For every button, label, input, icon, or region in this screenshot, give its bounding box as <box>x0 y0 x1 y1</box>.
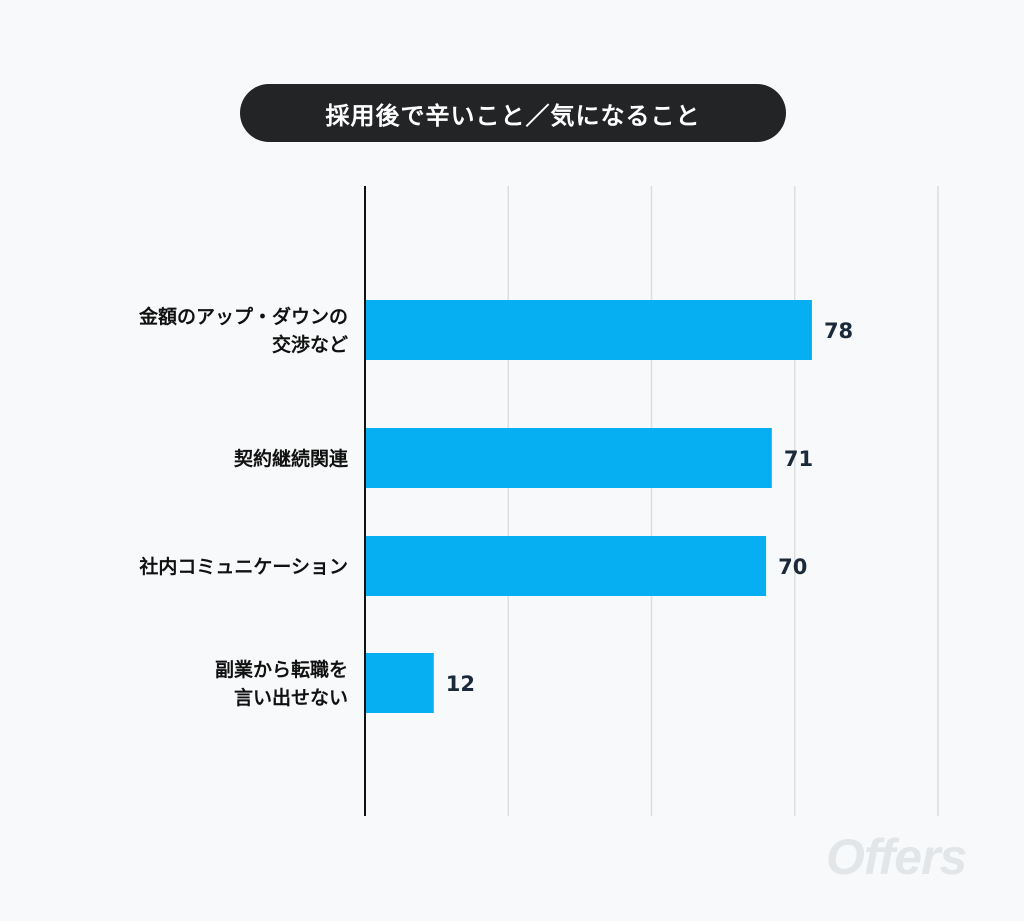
bar-3 <box>365 653 434 713</box>
category-label-3-1: 言い出せない <box>234 686 348 709</box>
bars <box>365 300 812 713</box>
gridlines <box>507 186 939 816</box>
category-labels: 金額のアップ・ダウンの交渉など契約継続関連社内コミュニケーション副業から転職を言… <box>138 305 349 709</box>
category-label-3-0: 副業から転職を <box>215 658 348 681</box>
category-label-2-0: 社内コミュニケーション <box>138 555 348 578</box>
bar-1 <box>365 428 772 488</box>
value-label-1: 71 <box>784 447 813 471</box>
category-label-1-0: 契約継続関連 <box>233 447 349 470</box>
bar-2 <box>365 536 767 596</box>
value-label-3: 12 <box>446 672 475 696</box>
category-label-0-1: 交渉など <box>272 333 348 356</box>
offers-logo: Offers <box>826 829 967 885</box>
value-label-0: 78 <box>824 319 853 343</box>
value-label-2: 70 <box>778 555 807 579</box>
category-label-0-0: 金額のアップ・ダウンの <box>138 305 348 328</box>
chart-title: 採用後で辛いこと／気になること <box>240 84 786 142</box>
bar-0 <box>365 300 812 360</box>
value-labels: 78 71 70 12 <box>446 319 853 696</box>
